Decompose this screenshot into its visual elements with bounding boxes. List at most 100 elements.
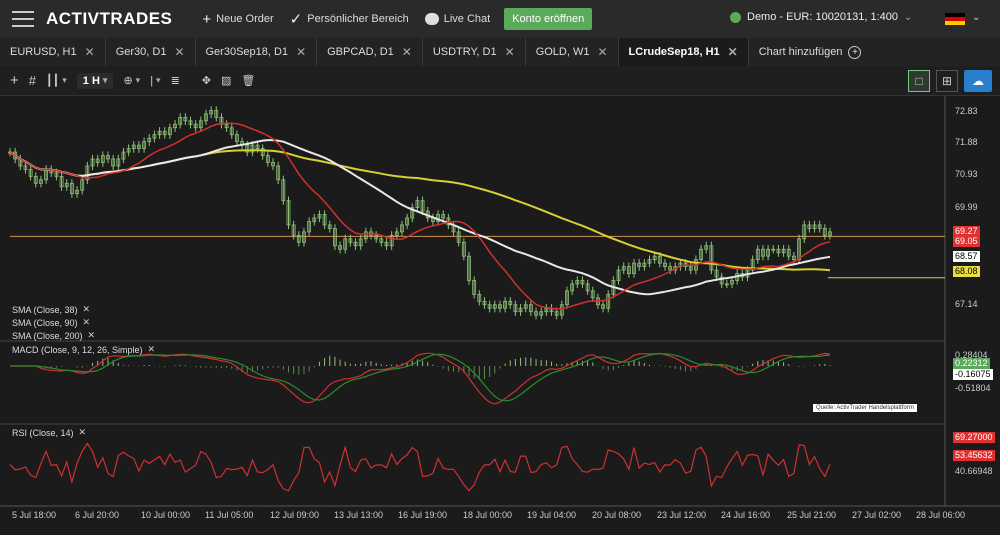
candle-body bbox=[204, 113, 208, 122]
indicator-label: SMA (Close, 90) bbox=[12, 317, 78, 328]
tab-gold[interactable]: GOLD, W1 ✕ bbox=[526, 38, 619, 66]
candle-body bbox=[637, 262, 642, 267]
candle-body bbox=[668, 266, 673, 271]
candle-body bbox=[446, 217, 451, 226]
candle-body bbox=[503, 300, 507, 309]
candle-body bbox=[400, 224, 404, 233]
german-flag-icon[interactable] bbox=[945, 13, 965, 25]
candle-body bbox=[209, 110, 214, 115]
candle-body bbox=[539, 311, 544, 316]
x-tick: 13 Jul 13:00 bbox=[334, 510, 384, 520]
close-icon[interactable]: ✕ bbox=[401, 45, 412, 59]
candle-body bbox=[85, 165, 90, 181]
candle-body bbox=[802, 224, 807, 240]
crosshair-icon[interactable]: + bbox=[10, 72, 19, 89]
price-tick: 71.88 bbox=[955, 137, 978, 147]
tab-eurusd[interactable]: EURUSD, H1 ✕ bbox=[0, 38, 106, 66]
personal-area-button[interactable]: ✓ Persönlicher Bereich bbox=[290, 10, 409, 28]
candle-body bbox=[394, 231, 399, 236]
single-layout-icon[interactable]: □ bbox=[908, 70, 930, 92]
candle-body bbox=[224, 123, 229, 129]
sma38-line bbox=[9, 122, 831, 310]
macd-line bbox=[10, 352, 831, 405]
candle-body bbox=[95, 158, 100, 163]
check-icon: ✓ bbox=[289, 11, 303, 28]
candle-body bbox=[353, 241, 358, 247]
plus-circle-icon: + bbox=[848, 45, 862, 59]
grid-layout-icon[interactable]: ⊞ bbox=[936, 70, 958, 92]
indicator-sma90[interactable]: SMA (Close, 90) ✕ bbox=[12, 317, 90, 328]
fibonacci-icon[interactable]: ≣ bbox=[170, 75, 180, 87]
close-icon[interactable]: ✕ bbox=[147, 344, 156, 354]
close-icon[interactable]: ✕ bbox=[87, 330, 96, 340]
open-account-button[interactable]: Konto eröffnen bbox=[504, 8, 593, 30]
new-order-button[interactable]: + Neue Order bbox=[202, 11, 273, 28]
close-icon[interactable]: ✕ bbox=[82, 317, 91, 327]
candle-body bbox=[482, 300, 487, 306]
close-icon[interactable]: ✕ bbox=[174, 45, 185, 59]
close-icon[interactable]: ✕ bbox=[597, 45, 608, 59]
chart-area[interactable]: SMA (Close, 38) ✕ SMA (Close, 90) ✕ SMA (C… bbox=[0, 96, 1000, 530]
zoom-area-icon[interactable]: ▨ bbox=[221, 75, 232, 87]
tab-usdtry[interactable]: USDTRY, D1 ✕ bbox=[423, 38, 526, 66]
tab-gbpcad[interactable]: GBPCAD, D1 ✕ bbox=[317, 38, 423, 66]
tab-label: LCrudeSep18, H1 bbox=[628, 46, 720, 58]
candle-body bbox=[709, 245, 714, 271]
tab-label: USDTRY, D1 bbox=[432, 46, 497, 58]
candle-body bbox=[828, 231, 832, 236]
indicator-sma200[interactable]: SMA (Close, 200) ✕ bbox=[12, 330, 95, 341]
chart-canvas[interactable] bbox=[0, 96, 1000, 530]
candle-body bbox=[565, 290, 569, 306]
candle-body bbox=[781, 248, 786, 254]
close-icon[interactable]: ✕ bbox=[78, 427, 87, 437]
candle-body bbox=[59, 175, 64, 188]
menu-icon[interactable] bbox=[12, 11, 34, 27]
candle-body bbox=[291, 224, 296, 236]
price-tick: 70.93 bbox=[955, 169, 978, 179]
candle-body bbox=[559, 304, 564, 316]
tab-ger30sep18[interactable]: Ger30Sep18, D1 ✕ bbox=[196, 38, 318, 66]
candle-body bbox=[106, 155, 110, 160]
candle-body bbox=[121, 151, 126, 160]
sma90-line bbox=[9, 139, 831, 296]
candle-body bbox=[296, 234, 301, 243]
close-icon[interactable]: ✕ bbox=[504, 45, 515, 59]
add-chart-button[interactable]: Chart hinzufügen + bbox=[749, 38, 872, 66]
tab-ger30[interactable]: Ger30, D1 ✕ bbox=[106, 38, 196, 66]
candle-body bbox=[178, 116, 183, 125]
language-chevron-icon[interactable]: ⌄ bbox=[972, 12, 981, 23]
indicator-add-button[interactable]: ⊕ ▾ bbox=[123, 74, 140, 87]
candle-body bbox=[626, 266, 631, 274]
grid-icon[interactable]: # bbox=[28, 73, 36, 88]
macd-label[interactable]: MACD (Close, 9, 12, 26, Simple) ✕ bbox=[12, 344, 155, 355]
candle-body bbox=[652, 255, 657, 261]
candle-body bbox=[126, 148, 131, 153]
candle-body bbox=[131, 144, 136, 149]
candle-body bbox=[250, 144, 255, 153]
live-chat-button[interactable]: Live Chat bbox=[424, 13, 490, 25]
account-selector[interactable]: Demo - EUR: 10020131, 1:400 ⌄ bbox=[730, 11, 912, 23]
chevron-down-icon: ▾ bbox=[156, 75, 161, 85]
candle-body bbox=[776, 248, 781, 254]
cloud-icon[interactable]: ☁ bbox=[964, 70, 992, 92]
chart-tabs: EURUSD, H1 ✕ Ger30, D1 ✕ Ger30Sep18, D1 ✕ G… bbox=[0, 38, 1000, 66]
close-icon[interactable]: ✕ bbox=[296, 45, 307, 59]
chart-type-selector[interactable]: ┃┃ ▾ bbox=[46, 74, 67, 87]
timeframe-selector[interactable]: 1 H ▾ bbox=[76, 72, 114, 89]
move-icon[interactable]: ✥ bbox=[201, 75, 212, 87]
trash-icon[interactable]: 🗑 bbox=[241, 75, 256, 87]
logo: ACTIVTRADES bbox=[46, 9, 173, 28]
close-icon[interactable]: ✕ bbox=[84, 45, 95, 59]
candle-body bbox=[64, 182, 69, 188]
candle-body bbox=[807, 224, 812, 229]
indicator-sma38[interactable]: SMA (Close, 38) ✕ bbox=[12, 304, 90, 315]
tab-lcrudesep18[interactable]: LCrudeSep18, H1 ✕ bbox=[618, 38, 749, 66]
close-icon[interactable]: ✕ bbox=[727, 45, 738, 59]
candle-body bbox=[606, 293, 611, 309]
candle-body bbox=[601, 304, 605, 309]
close-icon[interactable]: ✕ bbox=[82, 304, 91, 314]
candle-body bbox=[755, 248, 760, 261]
candle-body bbox=[54, 172, 59, 177]
drawing-tool-selector[interactable]: | ▾ bbox=[150, 75, 160, 87]
rsi-label[interactable]: RSI (Close, 14) ✕ bbox=[12, 427, 86, 438]
